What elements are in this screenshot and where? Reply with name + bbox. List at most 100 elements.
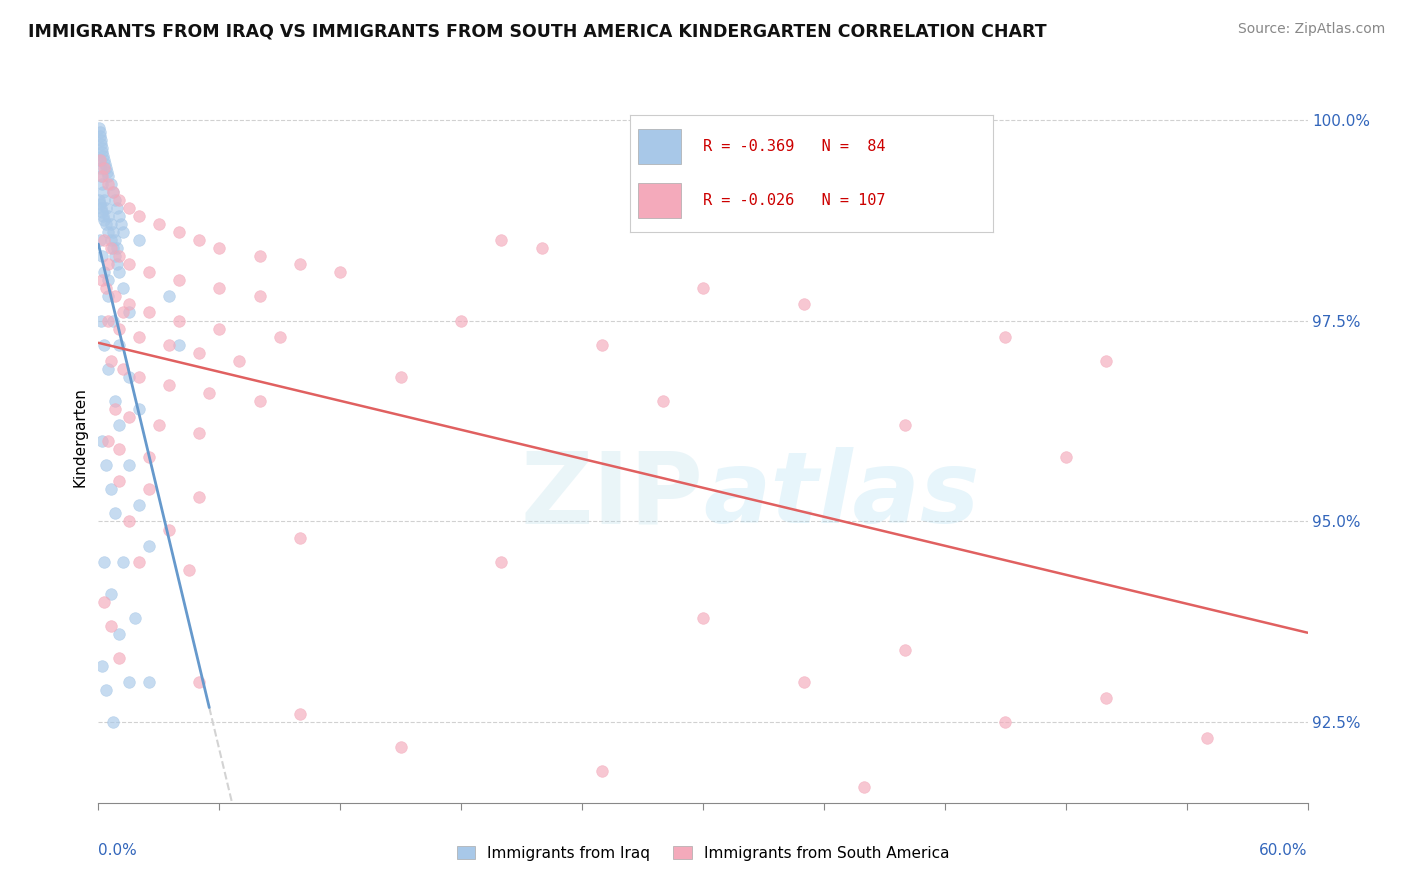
Point: [89, 233, 111, 247]
Point: [118, 458, 141, 473]
Point: [994, 329, 1017, 343]
Point: [97, 169, 120, 183]
Point: [93, 233, 115, 247]
Point: [101, 313, 124, 327]
Point: [101, 185, 124, 199]
Point: [91, 141, 114, 155]
Point: [591, 337, 613, 351]
Point: [111, 225, 134, 239]
Point: [93, 337, 115, 351]
Y-axis label: Kindergarten: Kindergarten: [72, 387, 87, 487]
Point: [138, 305, 160, 319]
Point: [93, 265, 115, 279]
Point: [100, 619, 122, 633]
Point: [100, 241, 122, 255]
Point: [1095, 353, 1118, 368]
Point: [128, 401, 150, 416]
Point: [90, 201, 112, 215]
Point: [100, 177, 122, 191]
Point: [198, 385, 221, 400]
Point: [118, 675, 141, 690]
Point: [157, 377, 180, 392]
Point: [167, 313, 190, 327]
Point: [249, 289, 271, 303]
Point: [97, 225, 120, 239]
Point: [188, 675, 211, 690]
Point: [90, 133, 112, 147]
Point: [288, 531, 311, 545]
Point: [288, 257, 311, 271]
Point: [97, 209, 120, 223]
Point: [269, 329, 291, 343]
Point: [1095, 691, 1118, 706]
Point: [1054, 450, 1077, 465]
Point: [100, 217, 122, 231]
Point: [793, 675, 815, 690]
Point: [111, 555, 134, 569]
Point: [94, 157, 117, 171]
Point: [93, 149, 115, 163]
Point: [128, 499, 150, 513]
Point: [101, 185, 124, 199]
Point: [208, 281, 231, 295]
Point: [157, 337, 180, 351]
Text: atlas: atlas: [703, 447, 980, 544]
Point: [103, 193, 125, 207]
Legend: Immigrants from Iraq, Immigrants from South America: Immigrants from Iraq, Immigrants from So…: [449, 838, 957, 868]
Point: [89, 153, 111, 167]
Point: [90, 313, 112, 327]
Point: [107, 442, 129, 457]
Point: [90, 169, 112, 183]
Point: [107, 475, 129, 489]
Point: [107, 193, 129, 207]
Point: [89, 153, 111, 167]
Point: [91, 659, 114, 673]
Point: [89, 197, 111, 211]
Point: [107, 417, 129, 432]
Point: [389, 739, 412, 754]
Point: [91, 249, 114, 263]
Point: [138, 265, 160, 279]
Point: [100, 353, 122, 368]
Point: [107, 265, 129, 279]
Point: [118, 369, 141, 384]
Point: [100, 587, 122, 601]
Point: [188, 345, 211, 359]
Point: [450, 313, 472, 327]
Point: [228, 353, 250, 368]
Text: 60.0%: 60.0%: [1260, 843, 1308, 858]
Point: [96, 201, 118, 215]
Point: [167, 225, 190, 239]
Point: [124, 611, 146, 625]
Point: [91, 273, 114, 287]
Point: [491, 555, 513, 569]
Point: [692, 281, 714, 295]
Point: [491, 233, 513, 247]
Point: [93, 595, 115, 609]
Point: [103, 507, 125, 521]
Point: [111, 281, 134, 295]
Point: [107, 651, 129, 665]
Point: [288, 707, 311, 722]
Point: [103, 401, 125, 416]
Point: [118, 297, 141, 311]
Point: [105, 257, 128, 271]
Point: [1195, 731, 1218, 746]
Point: [91, 177, 114, 191]
Text: IMMIGRANTS FROM IRAQ VS IMMIGRANTS FROM SOUTH AMERICA KINDERGARTEN CORRELATION C: IMMIGRANTS FROM IRAQ VS IMMIGRANTS FROM …: [28, 22, 1046, 40]
Point: [107, 321, 129, 335]
Point: [89, 128, 111, 143]
Point: [138, 483, 160, 497]
Point: [188, 233, 211, 247]
Point: [105, 241, 128, 255]
Point: [111, 305, 134, 319]
Point: [138, 450, 160, 465]
Point: [167, 337, 190, 351]
Point: [93, 161, 115, 175]
Point: [591, 764, 613, 778]
Point: [97, 289, 120, 303]
Point: [111, 361, 134, 376]
Point: [97, 273, 120, 287]
Point: [96, 458, 118, 473]
Point: [107, 249, 129, 263]
